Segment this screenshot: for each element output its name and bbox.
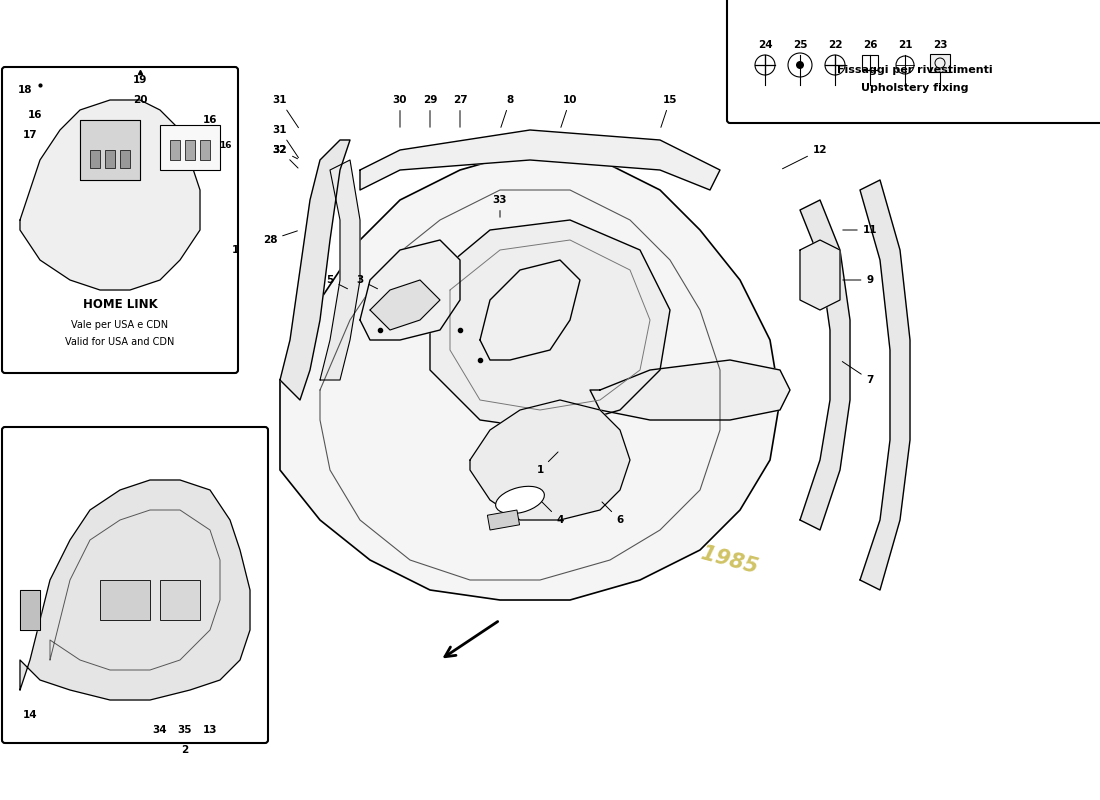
Text: Vale per USA e CDN: Vale per USA e CDN (72, 320, 168, 330)
Text: 8: 8 (500, 95, 514, 127)
Text: 4: 4 (542, 502, 563, 525)
Polygon shape (80, 120, 140, 180)
Text: 28: 28 (263, 231, 297, 245)
Text: FERRARI: FERRARI (416, 343, 784, 417)
Text: 5: 5 (327, 275, 348, 289)
Text: 31: 31 (273, 95, 298, 128)
FancyBboxPatch shape (2, 427, 268, 743)
Text: 32: 32 (273, 145, 298, 168)
Bar (160, 580, 200, 620)
Bar (100, 580, 150, 620)
Bar (90, 150, 100, 168)
Text: 35: 35 (178, 725, 192, 735)
Ellipse shape (496, 486, 544, 514)
Text: 15: 15 (661, 95, 678, 127)
Bar (487, 510, 519, 530)
Bar (104, 150, 116, 168)
Polygon shape (480, 260, 580, 360)
Text: 34: 34 (153, 725, 167, 735)
Polygon shape (280, 150, 780, 600)
Polygon shape (470, 400, 630, 520)
Text: Upholstery fixing: Upholstery fixing (861, 83, 969, 93)
Text: 7: 7 (843, 362, 873, 385)
Text: 9: 9 (843, 275, 873, 285)
Polygon shape (360, 240, 460, 340)
Text: 23: 23 (933, 40, 947, 50)
Polygon shape (590, 360, 790, 420)
Polygon shape (20, 480, 250, 700)
Circle shape (796, 61, 804, 69)
Text: 1: 1 (537, 452, 558, 475)
Text: 30: 30 (393, 95, 407, 127)
Text: 25: 25 (793, 40, 807, 50)
Text: 1: 1 (231, 245, 239, 255)
Text: 21: 21 (898, 40, 912, 50)
Text: Fissaggi per rivestimenti: Fissaggi per rivestimenti (837, 65, 993, 75)
Text: 33: 33 (493, 195, 507, 218)
Polygon shape (800, 200, 850, 530)
Text: 29: 29 (422, 95, 437, 127)
Text: 17: 17 (23, 130, 37, 140)
Bar (185, 140, 195, 160)
Polygon shape (860, 180, 910, 590)
Polygon shape (320, 160, 360, 380)
Text: 24: 24 (758, 40, 772, 50)
Text: 6: 6 (602, 502, 624, 525)
Text: 16: 16 (219, 141, 231, 150)
Text: 16: 16 (202, 115, 218, 125)
Text: 20: 20 (133, 95, 147, 105)
Text: 22: 22 (827, 40, 843, 50)
Polygon shape (800, 240, 840, 310)
Text: 26: 26 (862, 40, 878, 50)
Bar (862, 55, 878, 70)
Text: 18: 18 (18, 85, 32, 95)
Text: HOME LINK: HOME LINK (82, 298, 157, 311)
FancyBboxPatch shape (727, 0, 1100, 123)
Polygon shape (370, 280, 440, 330)
Text: 14: 14 (23, 710, 37, 720)
Text: 3: 3 (356, 275, 377, 289)
Text: a passion for ferrari since 1985: a passion for ferrari since 1985 (399, 462, 760, 578)
Polygon shape (20, 590, 40, 630)
Polygon shape (360, 130, 720, 190)
Text: 27: 27 (453, 95, 468, 127)
Text: Valid for USA and CDN: Valid for USA and CDN (65, 337, 175, 347)
Bar (120, 150, 130, 168)
Bar (160, 125, 220, 170)
Text: 13: 13 (202, 725, 218, 735)
Text: 16: 16 (28, 110, 42, 120)
Polygon shape (430, 220, 670, 430)
Text: 2: 2 (182, 745, 188, 755)
Text: 10: 10 (561, 95, 578, 127)
Polygon shape (280, 140, 350, 400)
Text: 32: 32 (273, 145, 297, 158)
Bar (170, 140, 180, 160)
Text: 12: 12 (782, 145, 827, 169)
Text: 31: 31 (273, 125, 298, 158)
Text: 11: 11 (843, 225, 878, 235)
Bar (930, 54, 950, 72)
FancyBboxPatch shape (2, 67, 238, 373)
Polygon shape (20, 100, 200, 290)
Text: 19: 19 (133, 75, 147, 85)
Bar (200, 140, 210, 160)
